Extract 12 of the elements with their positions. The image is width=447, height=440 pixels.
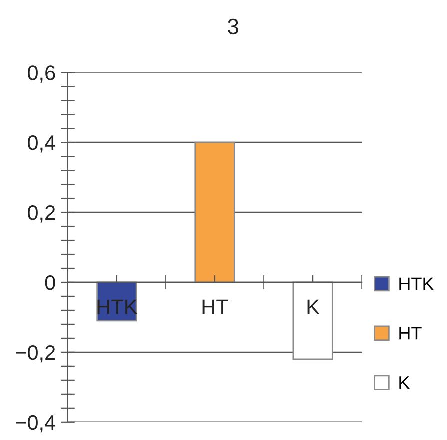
y-tick-label: 0	[45, 275, 56, 290]
legend-label: HTK	[400, 278, 434, 290]
x-tick-label: HT	[202, 300, 228, 314]
x-tick-label: K	[308, 300, 320, 314]
y-tick-label: 0,2	[28, 206, 56, 223]
legend-label: HT	[400, 327, 422, 340]
chart-title: 3	[228, 18, 239, 35]
y-tick-label: −0,4	[16, 415, 56, 433]
y-tick-label: −0,2	[16, 345, 56, 363]
y-tick-label: 0,4	[28, 136, 56, 153]
legend-label: K	[400, 376, 410, 390]
y-tick-label: 0,6	[28, 66, 56, 83]
